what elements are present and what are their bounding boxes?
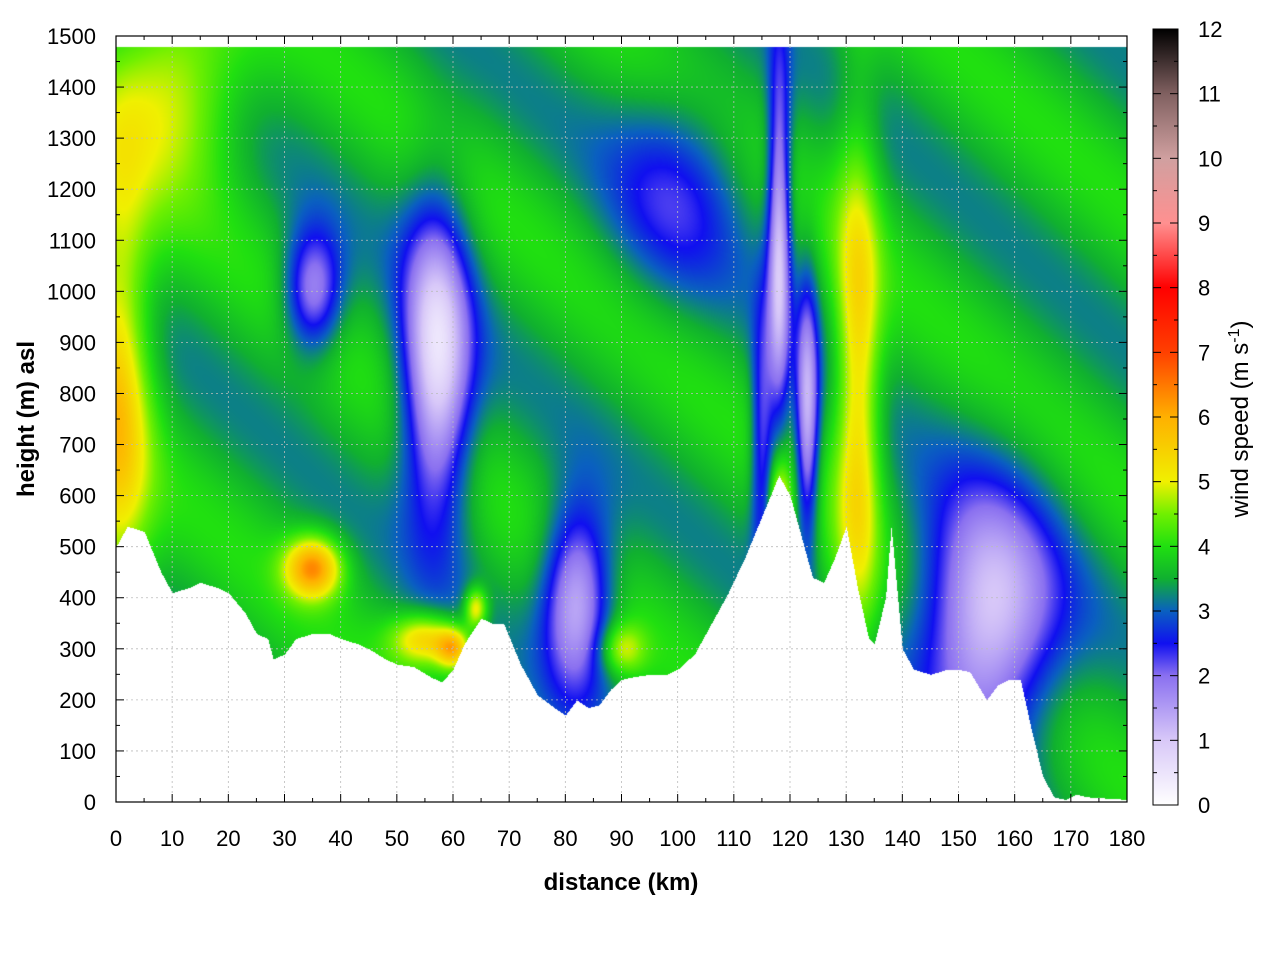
x-tick-label: 40 [328, 826, 352, 851]
colorbar-tick-label: 10 [1198, 146, 1222, 171]
y-tick-label: 700 [59, 433, 96, 458]
x-tick-label: 140 [884, 826, 921, 851]
colorbar-tick-label: 2 [1198, 664, 1210, 689]
x-tick-label: 30 [272, 826, 296, 851]
colorbar-tick-label: 11 [1198, 82, 1221, 107]
y-tick-label: 300 [59, 637, 96, 662]
colorbar-title-superscript: -1 [1226, 328, 1243, 342]
x-tick-label: 0 [110, 826, 122, 851]
x-tick-label: 130 [828, 826, 865, 851]
y-tick-label: 1200 [47, 177, 96, 202]
wind-speed-field [116, 36, 1127, 802]
y-tick-label: 0 [84, 790, 96, 815]
x-tick-label: 90 [609, 826, 633, 851]
y-tick-label: 200 [59, 688, 96, 713]
colorbar-tick-label: 3 [1198, 599, 1210, 624]
colorbar-tick-label: 7 [1198, 340, 1210, 365]
y-tick-label: 1300 [47, 126, 96, 151]
x-tick-label: 120 [772, 826, 809, 851]
x-tick-label: 50 [385, 826, 409, 851]
y-tick-label: 400 [59, 586, 96, 611]
x-axis-title: distance (km) [544, 869, 699, 896]
heatmap-layer [116, 36, 1127, 802]
colorbar-tick-label: 8 [1198, 276, 1210, 301]
x-tick-label: 10 [160, 826, 184, 851]
x-axis: 0 10 20 30 40 50 60 70 80 90 100 110 120 130 140 150 160… [110, 36, 1145, 851]
y-tick-label: 900 [59, 330, 96, 355]
x-tick-label: 170 [1052, 826, 1089, 851]
colorbar-tick-label: 6 [1198, 405, 1210, 430]
y-tick-label: 1500 [47, 24, 96, 49]
x-tick-label: 80 [553, 826, 577, 851]
y-tick-label: 1400 [47, 75, 96, 100]
colorbar-tick-label: 5 [1198, 470, 1210, 495]
colorbar-title-main: wind speed (m s [1227, 343, 1254, 519]
x-tick-label: 100 [659, 826, 696, 851]
x-tick-label: 160 [996, 826, 1033, 851]
colorbar-tick-label: 0 [1198, 793, 1210, 818]
x-tick-label: 70 [497, 826, 521, 851]
y-tick-label: 800 [59, 381, 96, 406]
y-axis-title: height (m) asl [13, 341, 40, 497]
colorbar-tick-label: 9 [1198, 211, 1210, 236]
colorbar-tick-label: 12 [1198, 17, 1222, 42]
x-tick-label: 20 [216, 826, 240, 851]
y-tick-label: 100 [59, 739, 96, 764]
y-tick-label: 1100 [49, 228, 96, 253]
x-tick-label: 180 [1109, 826, 1146, 851]
colorbar-tick-label: 4 [1198, 534, 1210, 559]
y-tick-label: 1000 [47, 279, 96, 304]
x-tick-label: 110 [716, 826, 751, 851]
colorbar-tick-label: 1 [1198, 728, 1210, 753]
x-tick-label: 60 [441, 826, 465, 851]
grid-lines [116, 36, 1127, 802]
y-tick-label: 600 [59, 484, 96, 509]
x-tick-label: 150 [940, 826, 977, 851]
colorbar-title-close: ) [1227, 321, 1254, 329]
y-axis: 0 100 200 300 400 500 600 700 800 900 1000 1100 1200… [47, 24, 1127, 815]
colorbar-title: wind speed (m s-1) [1226, 321, 1254, 519]
y-tick-label: 500 [59, 535, 96, 560]
